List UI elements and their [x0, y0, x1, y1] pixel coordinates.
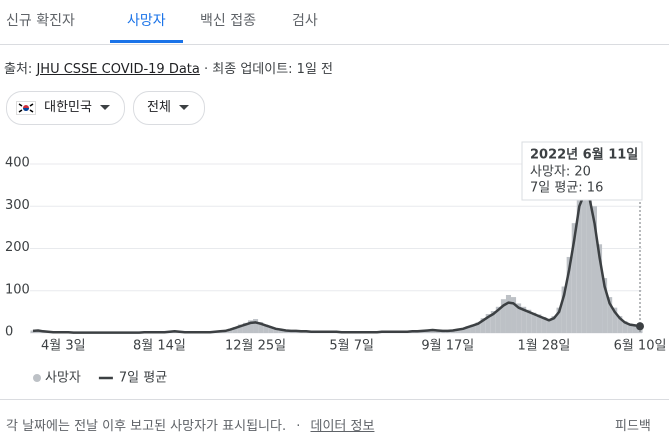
bar	[460, 327, 466, 333]
footer: 각 날짜에는 전날 이후 보고된 사망자가 표시됩니다. · 데이터 정보	[6, 415, 374, 434]
range-dropdown[interactable]: 전체	[133, 91, 205, 125]
tab[interactable]: 신규 확진자	[6, 13, 75, 29]
bar	[526, 309, 532, 333]
filter-label: 전체	[147, 100, 171, 115]
x-tick-label: 8월 14일	[133, 339, 186, 354]
bar	[581, 166, 587, 333]
bar	[536, 314, 542, 333]
bar	[556, 307, 562, 333]
bar	[516, 303, 522, 333]
bar	[531, 312, 537, 333]
y-tick-label: 300	[5, 198, 30, 213]
bar	[586, 172, 592, 333]
tab-underline	[110, 40, 183, 43]
bar	[591, 206, 598, 333]
bar	[566, 256, 572, 333]
x-tick-label: 4월 3일	[41, 339, 86, 354]
bar	[505, 294, 512, 333]
tooltip-box	[521, 141, 643, 201]
tooltip-date: 2022년 6월 11일	[530, 147, 638, 163]
line	[32, 192, 641, 334]
bar	[232, 327, 238, 333]
bar	[258, 322, 264, 333]
bar	[430, 329, 436, 333]
data-info-link[interactable]: 데이터 정보	[310, 419, 375, 434]
bar	[485, 313, 491, 333]
bar	[622, 321, 628, 333]
filter-label: 대한민국	[44, 100, 92, 115]
bar	[511, 297, 517, 333]
bar	[237, 324, 243, 333]
divider	[0, 399, 669, 400]
tab[interactable]: 사망자	[127, 13, 166, 29]
y-tick-label: 400	[5, 156, 30, 171]
legend-label: 사망자	[45, 371, 81, 386]
bar	[465, 326, 471, 333]
x-tick-label: 9월 17일	[421, 339, 474, 354]
source-label: 출처:	[4, 62, 33, 77]
bar	[268, 326, 274, 333]
bar	[546, 319, 552, 333]
bar	[627, 323, 633, 333]
y-tick-label: 200	[5, 240, 30, 255]
bar	[597, 244, 603, 333]
bar	[612, 307, 618, 333]
source-line: 출처: JHU CSSE COVID-19 Data · 최종 업데이트: 1일…	[4, 58, 333, 77]
x-tick-label: 12월 25일	[225, 339, 286, 354]
bar	[455, 329, 461, 333]
tab[interactable]: 검사	[292, 13, 318, 29]
bar	[242, 322, 248, 333]
bar	[551, 316, 557, 333]
tooltip-line: 7일 평균: 16	[530, 181, 603, 196]
bar	[561, 286, 567, 333]
bar	[632, 324, 638, 333]
bar	[500, 299, 506, 333]
bar	[278, 329, 284, 333]
divider	[0, 44, 669, 45]
chart: 0 100 200 300 400 4월 3일 8월 14일 12월 25일 5월 7일 9월 1…	[5, 141, 667, 386]
footer-note: 각 날짜에는 전날 이후 보고된 사망자가 표시됩니다.	[6, 419, 287, 434]
bar	[247, 320, 254, 333]
bar	[470, 324, 476, 333]
bar	[617, 316, 623, 333]
bar	[541, 316, 547, 333]
bar	[475, 322, 481, 333]
country-dropdown[interactable]: 대한민국	[6, 91, 125, 125]
y-tick-label: 0	[5, 325, 13, 340]
updated: · 최종 업데이트: 1일 전	[204, 62, 334, 77]
legend-swatch	[33, 374, 41, 382]
legend-label: 7일 평균	[119, 371, 167, 386]
tooltip-line: 사망자: 20	[530, 165, 591, 180]
x-tick-label: 1월 28일	[517, 339, 570, 354]
bar	[571, 223, 577, 333]
flag-icon	[16, 100, 36, 115]
separator: ·	[296, 419, 301, 434]
bar	[253, 319, 259, 333]
y-tick-label: 100	[5, 282, 30, 297]
tab[interactable]: 백신 접종	[200, 13, 256, 29]
bar	[263, 324, 269, 333]
bar	[607, 297, 613, 333]
x-tick-label: 5월 7일	[329, 339, 374, 354]
bar	[602, 278, 608, 333]
x-tick-label: 6월 10일	[614, 339, 667, 354]
feedback[interactable]: 피드백	[615, 419, 651, 434]
hover-point	[636, 322, 644, 331]
bar	[576, 185, 582, 333]
bar	[30, 330, 36, 333]
bar	[521, 306, 527, 333]
source-link[interactable]: JHU CSSE COVID-19 Data	[36, 62, 200, 77]
bar	[490, 311, 496, 333]
bar	[480, 318, 486, 333]
bar	[495, 306, 501, 333]
bar	[273, 328, 279, 333]
